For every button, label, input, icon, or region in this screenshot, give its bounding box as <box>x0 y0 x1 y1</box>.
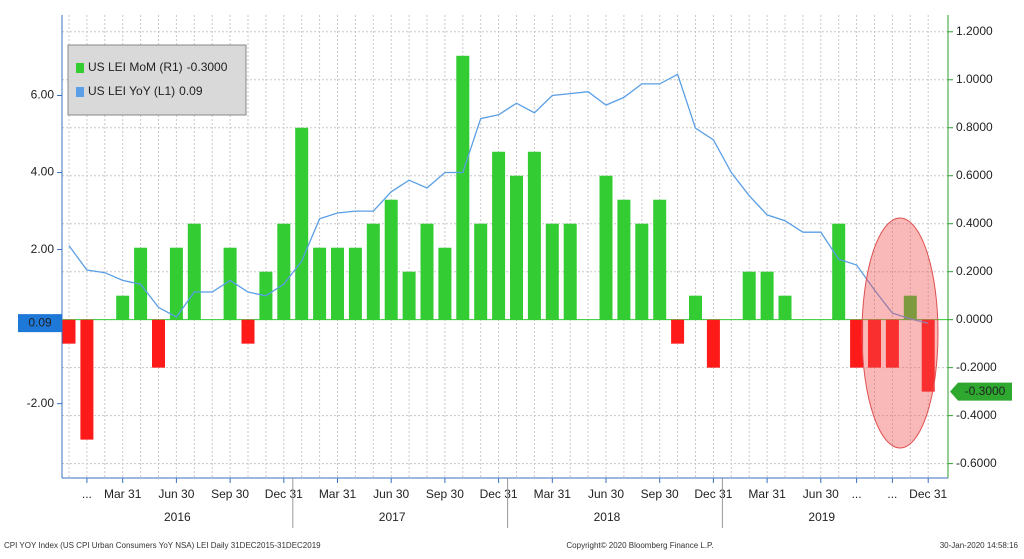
x-tick-label: ... <box>887 487 897 501</box>
x-tick-label: Dec 31 <box>265 487 303 501</box>
bar <box>689 295 702 320</box>
bar <box>80 319 94 440</box>
bar <box>706 319 720 368</box>
y2-tick-label: 0.4000 <box>956 216 993 230</box>
last-marker <box>950 382 1012 401</box>
footer-center: Copyright© 2020 Bloomberg Finance L.P. <box>566 541 713 550</box>
bar <box>671 319 685 344</box>
y2-tick-label: 1.0000 <box>956 72 993 86</box>
x-tick-label: Dec 31 <box>909 487 947 501</box>
bar <box>169 247 183 320</box>
x-tick-label: Sep 30 <box>641 487 679 501</box>
x-tick-label: Jun 30 <box>373 487 409 501</box>
bar <box>545 223 559 320</box>
x-tick-label: Dec 31 <box>480 487 518 501</box>
y2-tick-label: 1.2000 <box>956 24 993 38</box>
x-tick-label: Jun 30 <box>158 487 194 501</box>
bar <box>903 295 917 320</box>
y-tick-label: 2.00 <box>31 242 55 256</box>
bar <box>116 295 130 320</box>
bar <box>152 319 165 368</box>
y2-tick-label: 0.8000 <box>956 120 993 134</box>
bar <box>760 271 774 320</box>
bar <box>384 199 398 320</box>
bar <box>921 319 935 392</box>
y2-tick-label: 0.0000 <box>956 312 993 326</box>
highlight-ellipse <box>861 217 939 449</box>
y2-tick-label: -0.4000 <box>956 408 997 422</box>
plot: -0.6000 -0.4000 -0.2000 0.0000 0.2000 0.4000 0… <box>18 15 1012 528</box>
x-group-label: 2017 <box>379 510 406 524</box>
x-tick-label: Jun 30 <box>588 487 624 501</box>
x-tick-label: Sep 30 <box>211 487 249 501</box>
legend-label: US LEI MoM (R1) <box>88 60 183 74</box>
bar <box>241 319 255 344</box>
bar <box>868 319 881 368</box>
bar <box>331 247 344 320</box>
bar <box>277 223 291 320</box>
bar <box>599 175 613 320</box>
footer-right: 30-Jan-2020 14:58:16 <box>940 541 1019 550</box>
bar <box>617 199 631 320</box>
x-group-label: 2019 <box>808 510 835 524</box>
bar <box>492 151 506 320</box>
bar <box>563 223 577 320</box>
x-tick-label: Sep 30 <box>426 487 464 501</box>
bar <box>223 247 237 320</box>
bar <box>527 151 541 320</box>
legend-value: 0.09 <box>179 84 203 98</box>
bar <box>313 247 327 320</box>
x-tick-label: Jun 30 <box>803 487 839 501</box>
bar <box>850 319 864 368</box>
bar <box>348 247 362 320</box>
y-tick-label: 6.00 <box>31 88 55 102</box>
x-tick-label: Dec 31 <box>694 487 732 501</box>
x-tick-label: ... <box>82 487 92 501</box>
y2-tick-label: 0.2000 <box>956 264 993 278</box>
legend-label: US LEI YoY (L1) <box>88 84 175 98</box>
bar <box>295 127 309 320</box>
y2-tick-label: -0.6000 <box>956 456 997 470</box>
last-marker-label: 0.09 <box>28 315 52 329</box>
bar <box>438 247 452 320</box>
y2-tick-label: -0.2000 <box>956 360 997 374</box>
bar <box>420 223 434 320</box>
x-tick-label: ... <box>852 487 862 501</box>
x-tick-label: Mar 31 <box>748 487 786 501</box>
x-tick-label: Mar 31 <box>104 487 142 501</box>
legend-swatch <box>76 87 84 97</box>
x-group-label: 2016 <box>164 510 191 524</box>
bar <box>62 319 76 344</box>
line <box>68 73 929 324</box>
legend-swatch <box>76 63 84 73</box>
last-marker <box>18 314 62 333</box>
bar <box>635 223 649 320</box>
x-tick-label: Mar 31 <box>319 487 357 501</box>
bar <box>187 223 201 320</box>
x-group-label: 2018 <box>594 510 621 524</box>
bar <box>742 271 756 320</box>
bar <box>402 271 416 320</box>
y-tick-label: 4.00 <box>31 165 55 179</box>
bar <box>653 199 667 320</box>
bar <box>456 55 470 320</box>
footer-left: CPI YOY Index (US CPI Urban Consumers Yo… <box>4 541 321 550</box>
x-tick-label: Mar 31 <box>534 487 572 501</box>
bar <box>366 223 380 320</box>
bar <box>778 295 792 320</box>
legend-value: -0.3000 <box>187 60 228 74</box>
bar <box>832 223 846 320</box>
bar <box>510 175 523 320</box>
legend <box>67 44 247 116</box>
bar <box>885 319 899 368</box>
y2-tick-label: 0.6000 <box>956 168 993 182</box>
y-tick-label: -2.00 <box>27 396 55 410</box>
bar <box>474 223 488 320</box>
last-marker-label: -0.3000 <box>965 384 1006 398</box>
